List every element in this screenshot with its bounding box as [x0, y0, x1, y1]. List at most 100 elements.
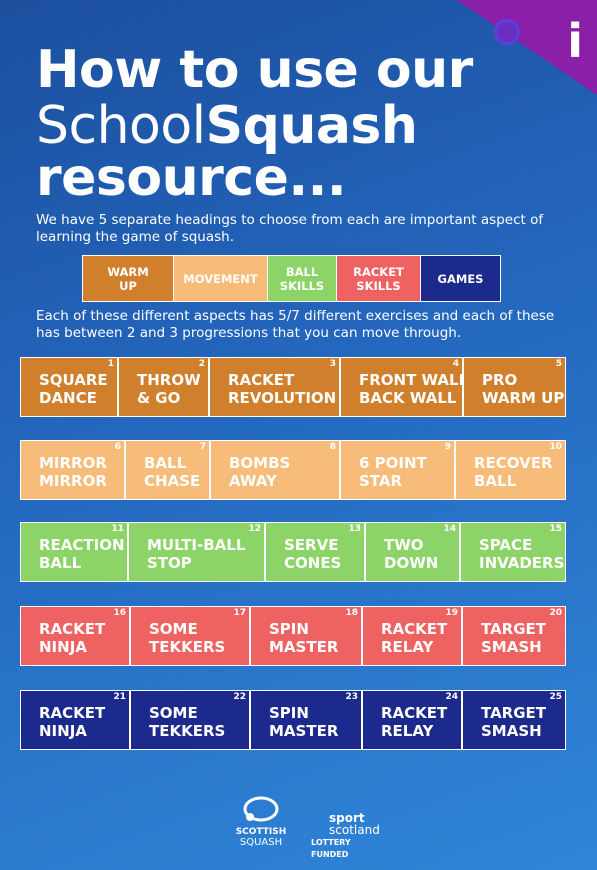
heading-label: WARM — [107, 264, 149, 279]
tile: 12 MULTI-BALL STOP — [128, 522, 265, 582]
logo-text: scotland — [329, 823, 380, 837]
tile-number: 16 — [113, 608, 126, 618]
tile: 11 REACTION BALL — [20, 522, 128, 582]
tile-label-line: STOP — [147, 554, 192, 572]
tile: 4 FRONT WALL BACK WALL — [340, 357, 468, 417]
tile-label-line: THROW — [137, 371, 201, 389]
heading-cell: MOVEMENT — [174, 256, 268, 301]
tile-number: 13 — [348, 524, 361, 534]
tile: 14 TWO DOWN — [365, 522, 460, 582]
tile-label: RACKET REVOLUTION — [228, 371, 336, 407]
tile-label-line: BALL — [474, 472, 517, 490]
tile-label: RECOVER BALL — [474, 454, 553, 490]
tile: 17 SOME TEKKERS — [130, 606, 250, 666]
tile-label: REACTION BALL — [39, 536, 125, 572]
logo-text: LOTTERY FUNDED — [311, 838, 351, 859]
logo-text: SCOTTISH — [235, 827, 287, 837]
tile-label-line: RECOVER — [474, 454, 553, 472]
tile-label: RACKET NINJA — [39, 704, 105, 740]
tile-label-line: NINJA — [39, 638, 87, 656]
tile-label-line: REACTION — [39, 536, 125, 554]
tile: 22 SOME TEKKERS — [130, 690, 250, 750]
tile-label-line: AWAY — [229, 472, 277, 490]
tile-label-line: MIRROR — [39, 454, 107, 472]
tile-label: THROW & GO — [137, 371, 201, 407]
tile-label-line: PRO — [482, 371, 518, 389]
heading-label: MOVEMENT — [183, 271, 258, 286]
logo-text: sport — [329, 811, 365, 825]
heading-bar: WARM UP MOVEMENT BALL SKILLS RACKET SKILLS GAME… — [82, 255, 501, 302]
tile-label-line: MIRROR — [39, 472, 107, 490]
tile: 2 THROW & GO — [118, 357, 209, 417]
tile-label-line: WARM UP — [482, 389, 565, 407]
title-line: resource... — [36, 148, 347, 208]
tile-label: TWO DOWN — [384, 536, 438, 572]
heading-label: BALL — [285, 264, 319, 279]
tile-number: 5 — [555, 359, 562, 369]
tile-number: 14 — [443, 524, 456, 534]
tile: 16 RACKET NINJA — [20, 606, 130, 666]
tile-label-line: SMASH — [481, 722, 542, 740]
tile-label: FRONT WALL BACK WALL — [359, 371, 468, 407]
tile-label: TARGET SMASH — [481, 620, 546, 656]
tile-number: 7 — [199, 442, 206, 452]
tile-number: 24 — [445, 692, 458, 702]
tile-number: 19 — [445, 608, 458, 618]
tile-label-line: MASTER — [269, 722, 339, 740]
tile-label: SERVE CONES — [284, 536, 341, 572]
corner-shape — [457, 0, 597, 95]
tile: 3 RACKET REVOLUTION — [209, 357, 340, 417]
tile-label-line: 6 POINT — [359, 454, 427, 472]
tile-label-line: TWO — [384, 536, 424, 554]
tile: 5 PRO WARM UP — [463, 357, 566, 417]
heading-cell: GAMES — [421, 256, 500, 301]
tile-label-line: RELAY — [381, 722, 434, 740]
tile-label-line: SQUARE — [39, 371, 108, 389]
title-part: School — [36, 96, 206, 156]
tile-label-line: BOMBS — [229, 454, 291, 472]
tile-number: 22 — [233, 692, 246, 702]
tile-label-line: TEKKERS — [149, 638, 226, 656]
tile: 1 SQUARE DANCE — [20, 357, 118, 417]
heading-label: UP — [119, 278, 137, 293]
tile-label: SPACE INVADERS — [479, 536, 564, 572]
heading-cell: WARM UP — [83, 256, 174, 301]
tile-label-line: BACK WALL — [359, 389, 457, 407]
tile-label-line: SOME — [149, 620, 198, 638]
tile-label: SOME TEKKERS — [149, 704, 225, 740]
tile: 6 MIRROR MIRROR — [20, 440, 125, 500]
tile: 10 RECOVER BALL — [455, 440, 566, 500]
tile-label-line: RACKET — [39, 704, 106, 722]
tile-label-line: TARGET — [481, 620, 547, 638]
tile: 24 RACKET RELAY — [362, 690, 462, 750]
tile: 18 SPIN MASTER — [250, 606, 362, 666]
tile-label-line: & GO — [137, 389, 181, 407]
title-part: Squash — [205, 96, 418, 156]
tile-label: MIRROR MIRROR — [39, 454, 107, 490]
tile-number: 15 — [549, 524, 562, 534]
tile-number: 8 — [329, 442, 336, 452]
info-mark: i — [567, 14, 583, 68]
tile-label: TARGET SMASH — [481, 704, 546, 740]
tile-label-line: MASTER — [269, 638, 339, 656]
tile-number: 9 — [444, 442, 451, 452]
tile-number: 25 — [549, 692, 562, 702]
corner-icon — [494, 19, 520, 45]
heading-cell: BALL SKILLS — [268, 256, 337, 301]
heading-label: SKILLS — [356, 278, 401, 293]
tile-label: RACKET RELAY — [381, 620, 447, 656]
tile: 13 SERVE CONES — [265, 522, 365, 582]
tile-label: SOME TEKKERS — [149, 620, 225, 656]
tile-label-line: BALL — [144, 454, 187, 472]
logo-icon — [243, 796, 279, 822]
tile-label-line: SOME — [149, 704, 198, 722]
tile-number: 6 — [114, 442, 121, 452]
heading-label: GAMES — [437, 271, 484, 286]
tile-label-line: CHASE — [144, 472, 201, 490]
tile-label: SPIN MASTER — [269, 620, 338, 656]
tile-label: 6 POINT STAR — [359, 454, 427, 490]
tile-number: 20 — [549, 608, 562, 618]
tile-label-line: INVADERS — [479, 554, 565, 572]
title-line: How to use our — [36, 40, 473, 100]
